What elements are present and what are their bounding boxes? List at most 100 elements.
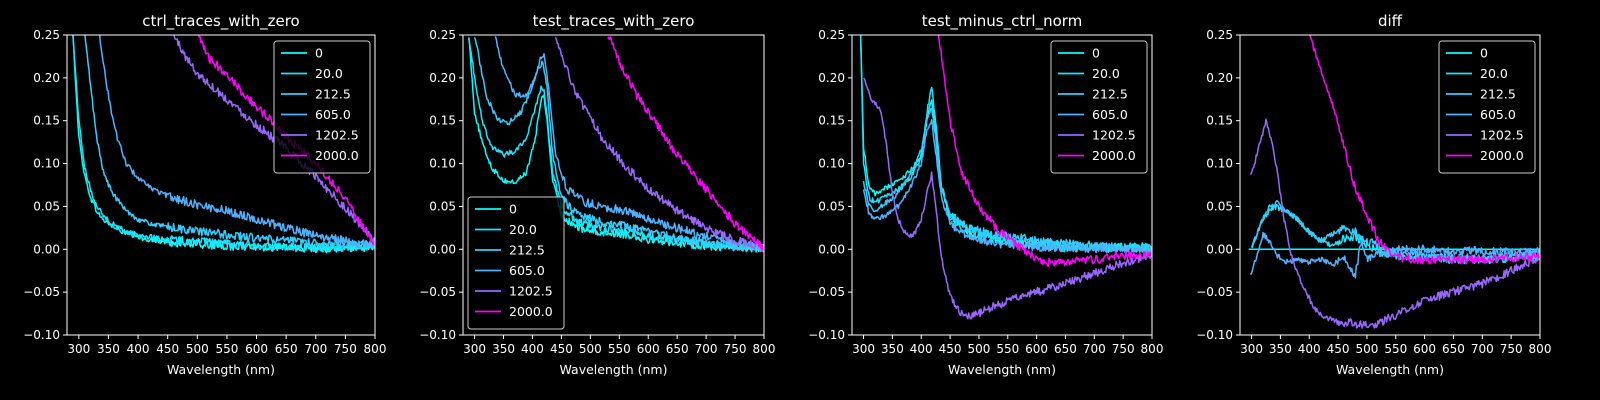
x-tick-label: 450 <box>156 342 179 356</box>
x-axis-label: Wavelength (nm) <box>948 362 1056 377</box>
chart-title: ctrl_traces_with_zero <box>142 12 299 31</box>
legend-label: 605.0 <box>1480 107 1516 122</box>
x-tick-label: 600 <box>1413 342 1436 356</box>
y-tick-label: 0.10 <box>1206 157 1233 171</box>
chart-panel-1: ctrl_traces_with_zero 300 350 400 450 500 550 6… <box>23 12 386 377</box>
y-tick-label: 0.10 <box>429 157 456 171</box>
y-tick-label: 0.25 <box>429 28 456 42</box>
x-tick-label: 350 <box>881 342 904 356</box>
series-line-212.5 <box>473 37 764 253</box>
legend-label: 20.0 <box>1092 66 1120 81</box>
y-tick-label: −0.05 <box>23 285 60 299</box>
chart-panel-3: test_minus_ctrl_norm 300 350 400 450 500 550 60… <box>808 12 1163 377</box>
x-tick-label: 750 <box>1112 342 1135 356</box>
series-line-605.0 <box>1249 231 1540 279</box>
series-line-2000.0 <box>607 36 764 252</box>
x-tick-label: 750 <box>1500 342 1523 356</box>
y-tick-label: 0.25 <box>33 28 60 42</box>
legend-label: 0 <box>1092 46 1100 61</box>
y-tick-label: 0.10 <box>33 157 60 171</box>
x-tick-label: 700 <box>1471 342 1494 356</box>
series-line-1202.5 <box>1249 118 1540 329</box>
y-tick-label: 0.05 <box>33 199 60 213</box>
legend-label: 2000.0 <box>315 148 359 163</box>
plot-frame <box>1239 34 1541 336</box>
y-tick-label: 0.00 <box>818 242 845 256</box>
series-line-605.0 <box>494 36 764 251</box>
y-tick-label: −0.10 <box>1196 328 1233 342</box>
plot-frame <box>462 34 765 336</box>
x-tick-label: 700 <box>304 342 327 356</box>
series-line-2000.0 <box>937 35 1152 268</box>
y-tick-label: 0.15 <box>1206 114 1233 128</box>
x-tick-label: 300 <box>67 342 90 356</box>
y-tick-label: 0.05 <box>1206 199 1233 213</box>
x-axis-label: Wavelength (nm) <box>560 362 668 377</box>
series-group <box>468 36 764 253</box>
x-tick-label: 600 <box>1025 342 1048 356</box>
series-line-20.0 <box>72 35 375 253</box>
plot-frame <box>66 34 376 336</box>
x-tick-label: 650 <box>1442 342 1465 356</box>
legend: 0 20.0 212.5 605.0 1202.5 2000.0 <box>467 196 565 330</box>
x-tick-label: 550 <box>215 342 238 356</box>
y-tick-label: −0.10 <box>808 328 845 342</box>
x-tick-label: 750 <box>334 342 357 356</box>
legend: 0 20.0 212.5 605.0 1202.5 2000.0 <box>273 40 371 174</box>
chart-title: diff <box>1378 12 1403 30</box>
legend-label: 605.0 <box>315 107 351 122</box>
y-tick-label: 0.20 <box>818 71 845 85</box>
legend-label: 1202.5 <box>1480 128 1524 143</box>
y-tick-label: 0.20 <box>429 71 456 85</box>
x-tick-label: 350 <box>97 342 120 356</box>
series-line-212.5 <box>1250 200 1540 263</box>
chart-panel-2: test_traces_with_zero 300 350 400 450 500 550 6… <box>419 12 775 377</box>
x-tick-label: 450 <box>939 342 962 356</box>
y-tick-label: 0.15 <box>429 114 456 128</box>
y-tick-label: −0.05 <box>808 285 845 299</box>
series-group <box>1248 35 1540 329</box>
legend: 0 20.0 212.5 605.0 1202.5 2000.0 <box>1438 40 1536 174</box>
legend-label: 1202.5 <box>1092 128 1136 143</box>
legend-label: 2000.0 <box>509 304 553 319</box>
y-tick-label: 0.20 <box>33 71 60 85</box>
legend-label: 212.5 <box>315 87 351 102</box>
y-tick-label: 0.05 <box>818 199 845 213</box>
x-tick-label: 550 <box>1384 342 1407 356</box>
x-tick-label: 350 <box>1269 342 1292 356</box>
series-line-1202.5 <box>863 77 1152 320</box>
legend-label: 212.5 <box>1092 87 1128 102</box>
y-tick-label: 0.05 <box>429 199 456 213</box>
legend-label: 0 <box>315 46 323 61</box>
legend-label: 212.5 <box>509 243 545 258</box>
x-tick-label: 500 <box>579 342 602 356</box>
x-tick-label: 300 <box>852 342 875 356</box>
x-tick-label: 400 <box>127 342 150 356</box>
chart-panel-4: diff 300 350 400 450 500 550 600 650 700 750 800 −0.… <box>1196 12 1551 377</box>
y-tick-label: −0.10 <box>419 328 456 342</box>
x-tick-label: 450 <box>1327 342 1350 356</box>
legend-label: 605.0 <box>509 263 545 278</box>
x-tick-label: 300 <box>463 342 486 356</box>
y-tick-label: 0.15 <box>818 114 845 128</box>
legend-label: 2000.0 <box>1092 148 1136 163</box>
legend-label: 1202.5 <box>509 284 553 299</box>
x-tick-label: 300 <box>1240 342 1263 356</box>
y-tick-label: 0.00 <box>33 242 60 256</box>
x-axis-label: Wavelength (nm) <box>167 362 275 377</box>
legend-label: 605.0 <box>1092 107 1128 122</box>
series-line-605.0 <box>98 35 375 250</box>
series-line-212.5 <box>84 35 375 250</box>
legend-label: 20.0 <box>509 222 537 237</box>
y-tick-label: −0.10 <box>23 328 60 342</box>
legend-label: 1202.5 <box>315 128 359 143</box>
y-tick-label: 0.00 <box>1206 242 1233 256</box>
series-group <box>859 35 1152 320</box>
x-tick-label: 450 <box>550 342 573 356</box>
x-tick-label: 350 <box>492 342 515 356</box>
x-axis-label: Wavelength (nm) <box>1336 362 1444 377</box>
chart-title: test_minus_ctrl_norm <box>922 12 1083 31</box>
legend: 0 20.0 212.5 605.0 1202.5 2000.0 <box>1050 40 1148 174</box>
